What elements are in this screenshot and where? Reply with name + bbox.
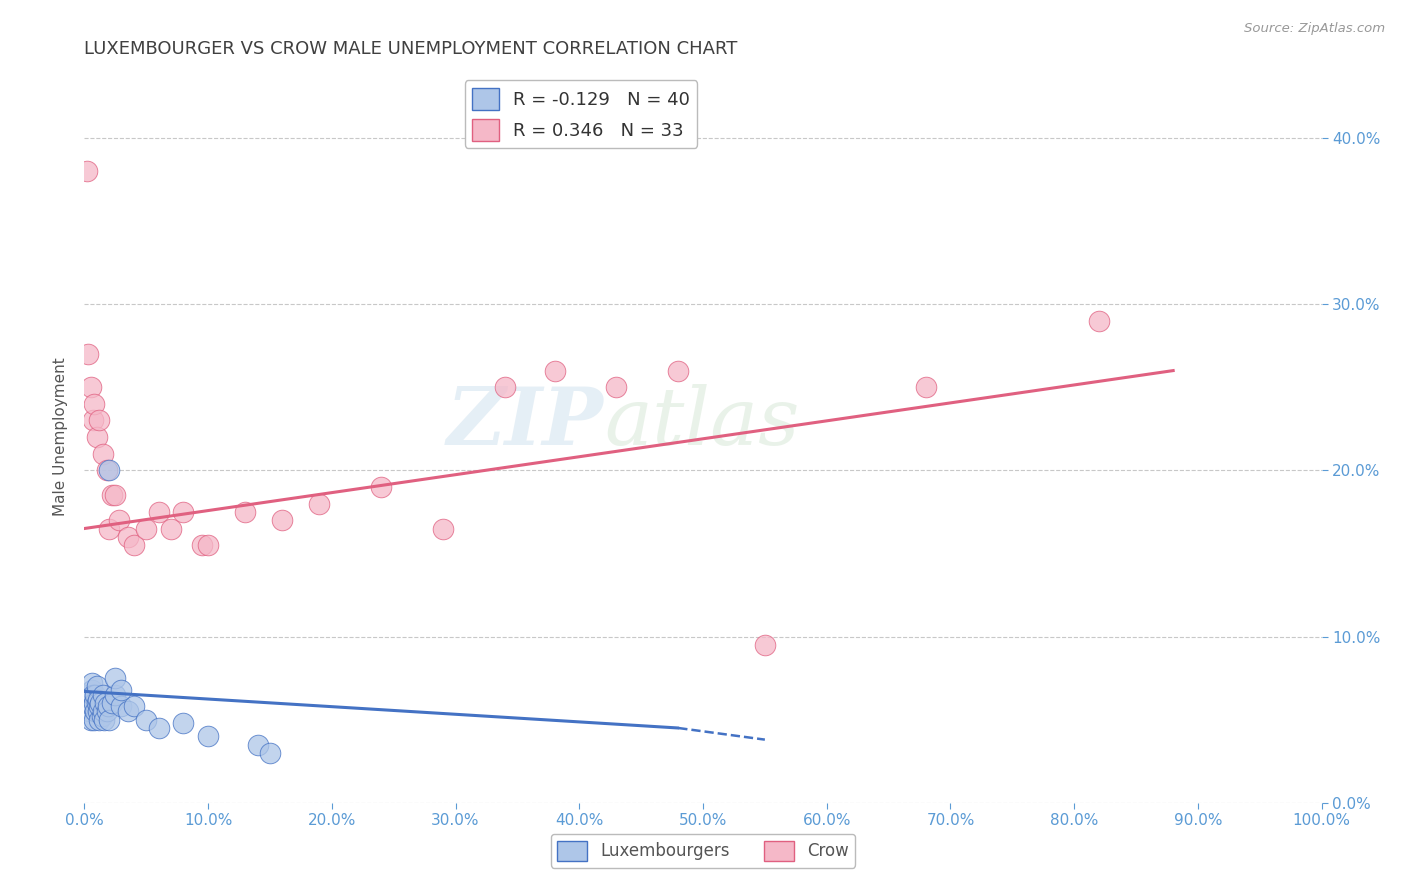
Point [96, 705, 118, 719]
Point [754, 638, 776, 652]
Point [197, 729, 219, 743]
Point [77, 347, 100, 361]
Point [160, 521, 183, 535]
Point [148, 721, 170, 735]
Point [148, 505, 170, 519]
Point [90, 709, 112, 723]
Text: LUXEMBOURGER VS CROW MALE UNEMPLOYMENT CORRELATION CHART: LUXEMBOURGER VS CROW MALE UNEMPLOYMENT C… [84, 40, 738, 58]
Point [172, 716, 194, 731]
Point [83, 397, 105, 411]
Point [135, 521, 157, 535]
Point [110, 682, 132, 697]
Point [271, 513, 294, 527]
Point [91, 705, 114, 719]
Point [80, 676, 103, 690]
Point [91, 688, 114, 702]
Point [259, 746, 281, 760]
Point [89, 696, 111, 710]
Point [246, 738, 269, 752]
Point [370, 480, 392, 494]
Point [98, 463, 121, 477]
Point [89, 699, 111, 714]
Point [135, 713, 157, 727]
Point [93, 713, 115, 727]
Point [1088, 314, 1111, 328]
Point [89, 413, 111, 427]
Text: ZIP: ZIP [447, 384, 605, 461]
Point [233, 505, 256, 519]
Point [494, 380, 516, 394]
Point [83, 696, 105, 710]
Point [96, 463, 118, 477]
Legend: Luxembourgers, Crow: Luxembourgers, Crow [551, 834, 855, 868]
Point [86, 680, 108, 694]
Point [86, 430, 108, 444]
Point [110, 699, 132, 714]
Point [308, 497, 330, 511]
Point [117, 530, 139, 544]
Point [84, 688, 107, 702]
Point [122, 538, 145, 552]
Point [83, 713, 105, 727]
Point [104, 688, 127, 702]
Point [84, 705, 107, 719]
Point [914, 380, 936, 394]
Point [89, 713, 111, 727]
Point [94, 696, 117, 710]
Y-axis label: Male Unemployment: Male Unemployment [53, 358, 69, 516]
Point [605, 380, 627, 394]
Point [77, 688, 100, 702]
Point [87, 705, 110, 719]
Text: Source: ZipAtlas.com: Source: ZipAtlas.com [1244, 22, 1385, 36]
Point [117, 705, 139, 719]
Text: atlas: atlas [605, 384, 800, 461]
Point [80, 682, 103, 697]
Point [104, 488, 127, 502]
Point [100, 696, 122, 710]
Point [100, 488, 122, 502]
Point [191, 538, 214, 552]
Point [79, 380, 101, 394]
Point [104, 671, 127, 685]
Point [82, 688, 104, 702]
Point [97, 699, 120, 714]
Point [87, 692, 110, 706]
Point [82, 413, 104, 427]
Point [82, 699, 104, 714]
Point [543, 363, 565, 377]
Point [86, 696, 108, 710]
Point [172, 505, 194, 519]
Point [197, 538, 219, 552]
Point [666, 363, 689, 377]
Point [79, 705, 101, 719]
Point [108, 513, 131, 527]
Point [79, 713, 101, 727]
Point [122, 699, 145, 714]
Point [98, 713, 121, 727]
Point [432, 521, 454, 535]
Point [76, 164, 98, 178]
Point [98, 521, 121, 535]
Point [91, 447, 114, 461]
